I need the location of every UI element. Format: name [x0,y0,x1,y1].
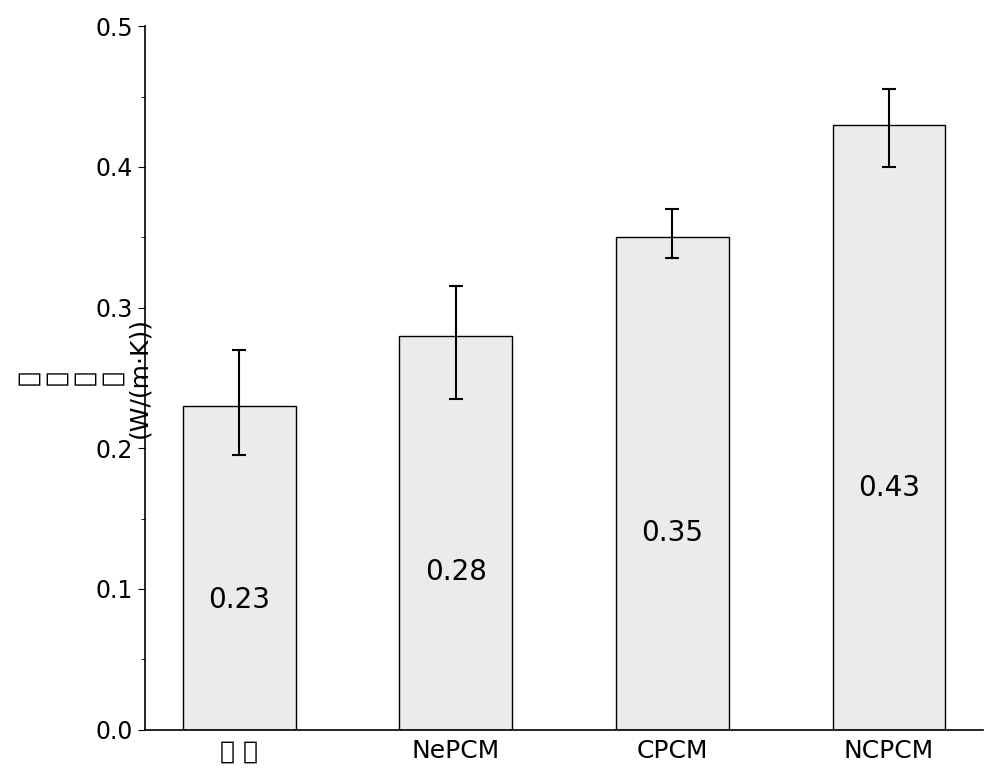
Bar [183,406,296,729]
Text: 0.23: 0.23 [208,587,270,614]
Bar [833,125,945,729]
Text: 0.35: 0.35 [641,519,703,547]
Y-axis label: 导
热
系
数
(W/(m·K)): 导 热 系 数 (W/(m·K)) [17,317,152,438]
Text: 0.43: 0.43 [858,473,920,502]
Bar [616,237,729,729]
Bar [399,335,512,729]
Text: 0.28: 0.28 [425,558,487,586]
